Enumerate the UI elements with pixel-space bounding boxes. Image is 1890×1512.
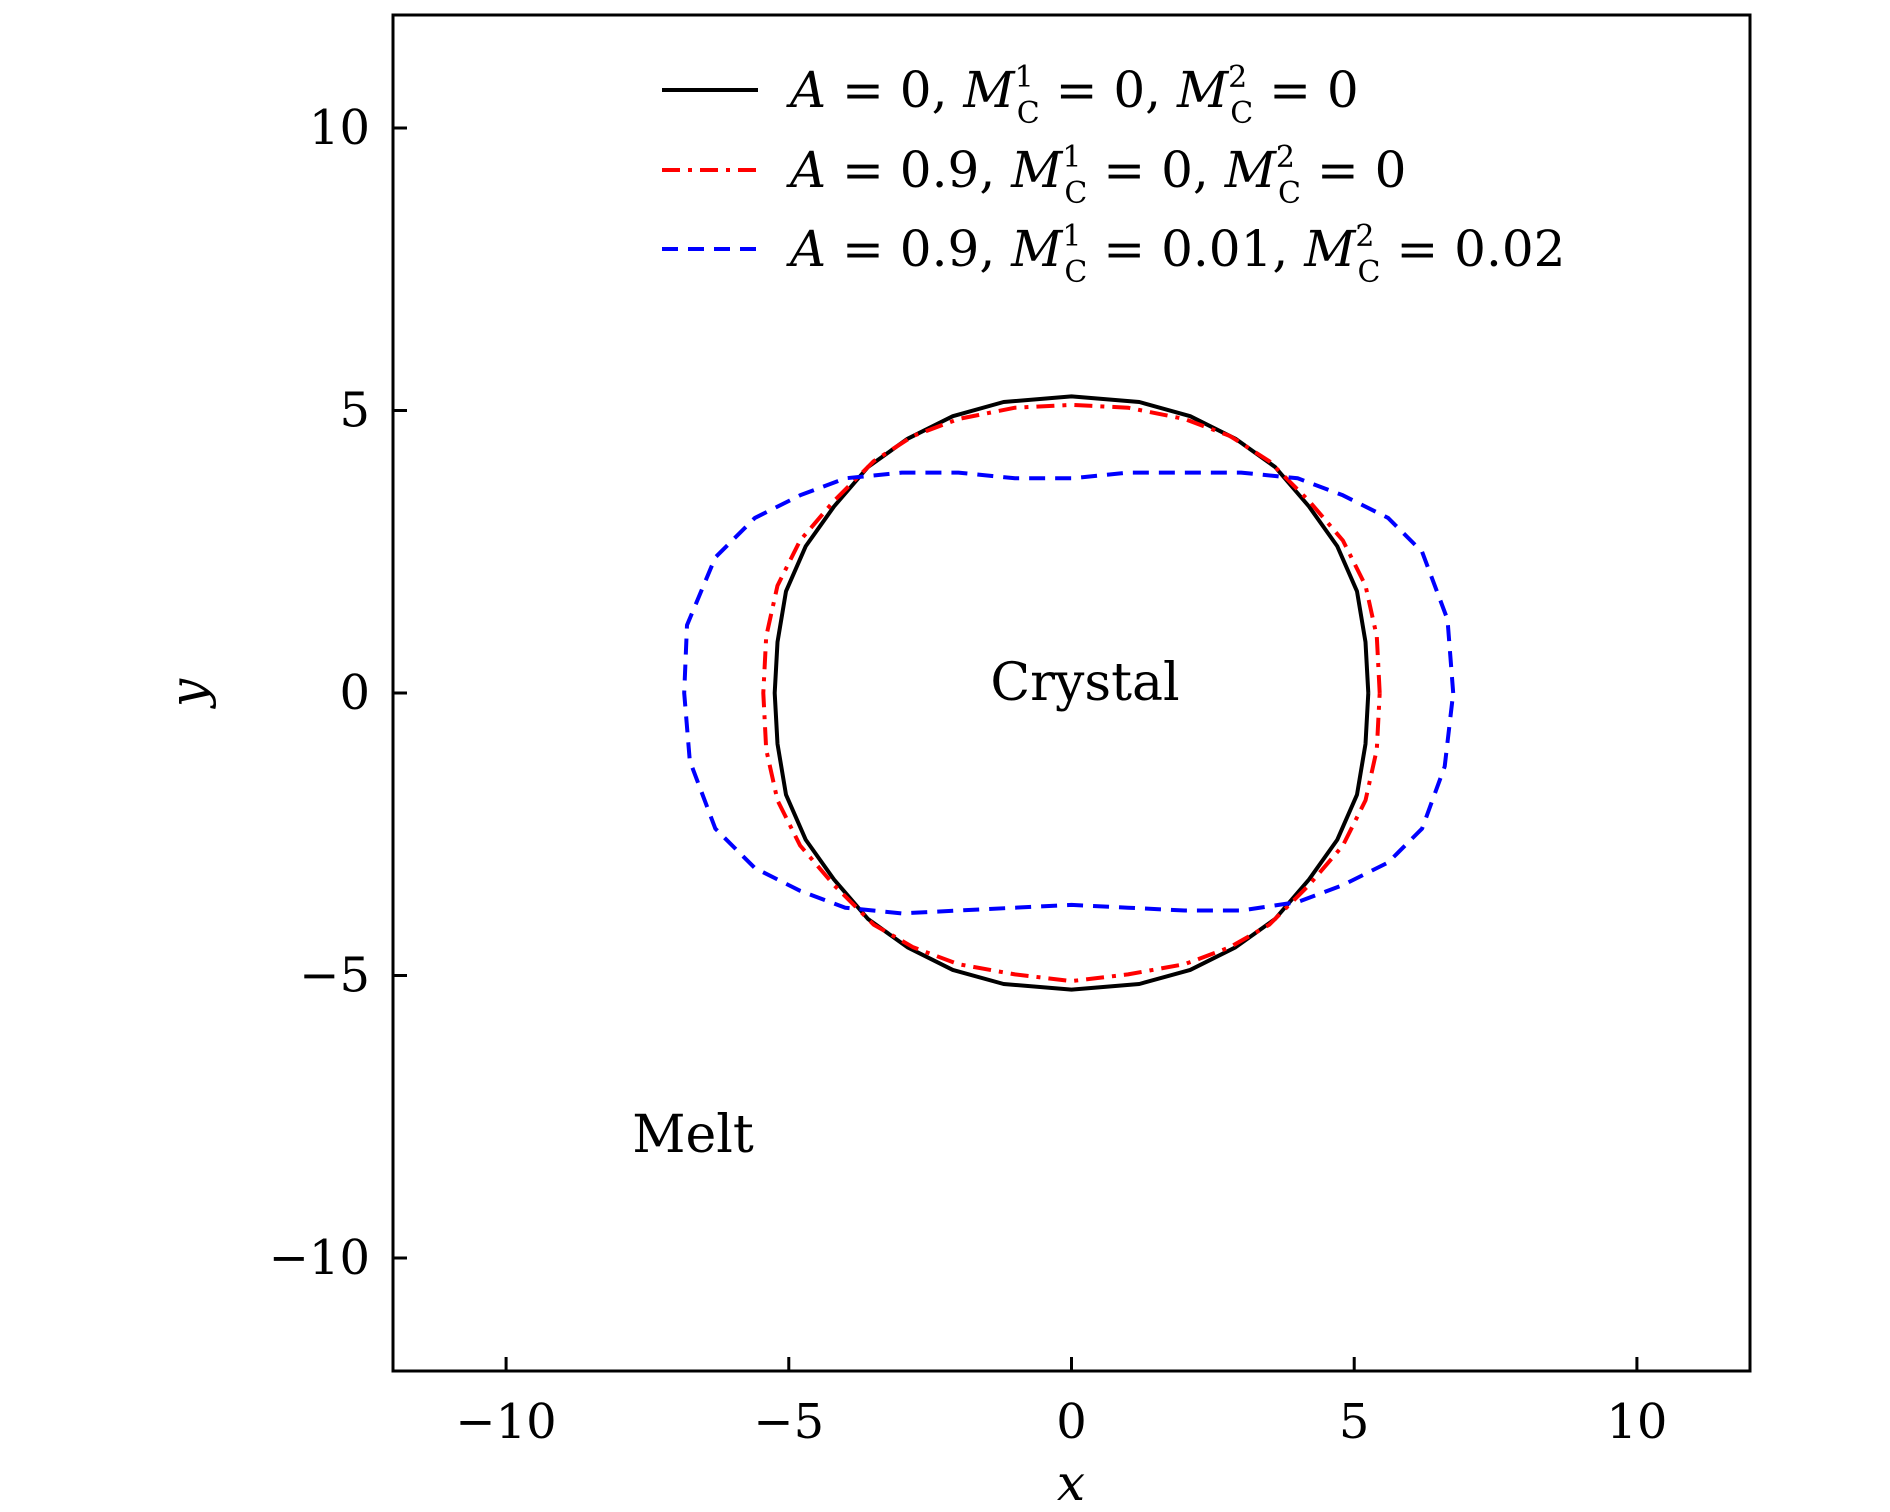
x-tick-label-3: 5 bbox=[1339, 1394, 1370, 1450]
y-tick-label-1: −5 bbox=[299, 948, 370, 1004]
x-tick-label-2: 0 bbox=[1056, 1394, 1087, 1450]
y-tick-label-2: 0 bbox=[339, 665, 370, 721]
y-tick-label-0: −10 bbox=[269, 1230, 370, 1286]
legend-1-m2: 0 bbox=[1375, 141, 1407, 199]
x-tick-label-4: 10 bbox=[1606, 1394, 1667, 1450]
legend: A = 0, M1 C = 0, M2 C = 0 A = 0.9, M1 C = 0… bbox=[662, 60, 1565, 290]
annotation-crystal: Crystal bbox=[990, 653, 1179, 713]
legend-0-m1: 0 bbox=[1113, 61, 1145, 119]
x-axis-label: x bbox=[1057, 1454, 1085, 1512]
y-tick-labels: −10 −5 0 5 10 bbox=[269, 100, 370, 1286]
legend-entry-1: A = 0.9, M1 C = 0, M2 C = 0 bbox=[786, 140, 1406, 211]
legend-2-a: 0.9 bbox=[900, 220, 980, 278]
legend-entry-2: A = 0.9, M1 C = 0.01, M2 C = 0.02 bbox=[786, 219, 1565, 290]
legend-0-m2: 0 bbox=[1327, 61, 1359, 119]
series-layer bbox=[682, 394, 1456, 992]
legend-0-a: 0 bbox=[900, 61, 932, 119]
y-tick-label-4: 10 bbox=[309, 100, 370, 156]
series-line-1 bbox=[761, 402, 1382, 984]
x-tick-label-1: −5 bbox=[753, 1394, 824, 1450]
axis-ticks bbox=[393, 126, 1639, 1371]
legend-2-m1: 0.01 bbox=[1161, 220, 1272, 278]
legend-entry-0: A = 0, M1 C = 0, M2 C = 0 bbox=[786, 60, 1359, 131]
series-line-2 bbox=[682, 470, 1456, 916]
legend-1-m1: 0 bbox=[1161, 141, 1193, 199]
x-tick-label-0: −10 bbox=[455, 1394, 556, 1450]
x-tick-labels: −10 −5 0 5 10 bbox=[455, 1394, 1667, 1450]
y-tick-label-3: 5 bbox=[339, 383, 370, 439]
legend-2-m2: 0.02 bbox=[1454, 220, 1565, 278]
legend-1-a: 0.9 bbox=[900, 141, 980, 199]
annotation-melt: Melt bbox=[632, 1105, 754, 1165]
y-axis-label: y bbox=[159, 678, 217, 709]
